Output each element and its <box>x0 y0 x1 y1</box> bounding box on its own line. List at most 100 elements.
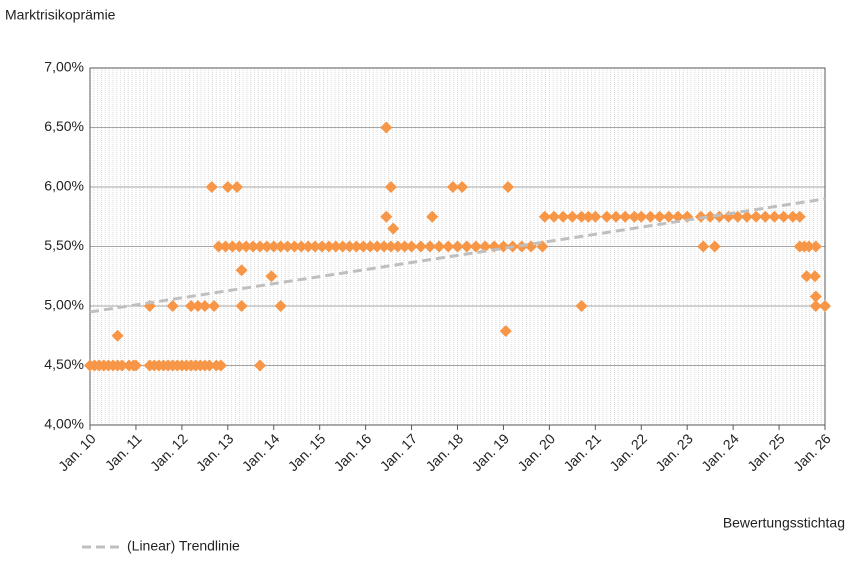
point <box>414 240 427 253</box>
legend-label: (Linear) Trendlinie <box>127 538 240 554</box>
y-axis-label: Marktrisikoprämie <box>5 7 116 23</box>
point <box>759 210 772 223</box>
point <box>575 300 588 312</box>
x-tick-label: Jan. 13 <box>193 430 237 474</box>
point <box>809 300 822 312</box>
point <box>391 240 404 253</box>
x-tick-label: Jan. 21 <box>560 430 604 474</box>
point <box>329 240 342 253</box>
point <box>166 300 179 312</box>
point <box>371 240 384 253</box>
point <box>538 210 551 223</box>
y-tick-label: 6,50% <box>44 118 84 134</box>
point <box>235 264 248 277</box>
y-tick-label: 4,50% <box>44 356 84 372</box>
point <box>499 324 512 337</box>
point <box>433 240 446 253</box>
point <box>253 359 266 372</box>
point <box>802 240 815 253</box>
point <box>315 240 328 253</box>
y-tick-label: 5,50% <box>44 237 84 253</box>
point <box>191 300 204 312</box>
x-tick-label: Jan. 25 <box>744 430 788 474</box>
point <box>809 290 822 303</box>
point <box>274 240 287 253</box>
point <box>281 240 294 253</box>
x-tick-label: Jan. 16 <box>331 430 375 474</box>
point <box>378 240 390 253</box>
point <box>364 240 377 253</box>
point <box>446 181 459 193</box>
y-tick-label: 7,00% <box>44 59 84 75</box>
point <box>357 240 370 253</box>
x-tick-label: Jan. 18 <box>422 430 466 474</box>
point <box>253 240 266 253</box>
point <box>575 210 588 223</box>
point <box>274 300 287 312</box>
x-tick-label: Jan. 10 <box>55 430 99 474</box>
x-tick-label: Jan. 15 <box>285 430 329 474</box>
point <box>208 300 221 312</box>
point <box>426 210 439 223</box>
point <box>628 210 641 223</box>
point <box>708 240 721 253</box>
point <box>302 240 315 253</box>
point <box>469 240 482 253</box>
point <box>497 240 510 253</box>
point <box>116 359 129 372</box>
point <box>800 270 813 283</box>
point <box>226 240 239 253</box>
point <box>247 240 260 253</box>
point <box>451 240 464 253</box>
point <box>635 210 648 223</box>
point <box>566 210 579 223</box>
point <box>231 181 243 193</box>
point <box>460 240 473 253</box>
point <box>777 210 790 223</box>
point <box>387 222 400 235</box>
point <box>697 240 710 253</box>
point <box>380 121 393 134</box>
point <box>423 240 436 253</box>
point <box>380 210 393 223</box>
trendline <box>89 197 826 314</box>
point <box>547 210 560 223</box>
point <box>219 240 232 253</box>
point <box>502 181 515 193</box>
point <box>185 300 198 312</box>
point <box>398 240 411 253</box>
x-tick-label: Jan. 14 <box>239 430 283 474</box>
point <box>609 210 622 223</box>
point <box>768 210 781 223</box>
point <box>750 210 763 223</box>
point <box>740 210 753 223</box>
point <box>350 240 363 253</box>
point <box>808 270 821 283</box>
x-tick-label: Jan. 22 <box>606 430 650 474</box>
point <box>240 240 253 253</box>
point <box>235 300 248 312</box>
point <box>221 181 234 193</box>
x-tick-label: Jan. 23 <box>652 430 696 474</box>
point <box>672 210 684 223</box>
point <box>295 240 308 253</box>
point <box>713 210 726 223</box>
point <box>205 181 218 193</box>
point <box>662 210 675 223</box>
point <box>260 240 273 253</box>
point <box>203 359 216 372</box>
point <box>793 210 806 223</box>
point <box>809 240 822 253</box>
y-tick-label: 4,00% <box>44 416 84 432</box>
point <box>786 210 799 223</box>
point <box>704 210 717 223</box>
point <box>198 300 211 312</box>
point <box>288 240 301 253</box>
point <box>343 240 356 253</box>
point <box>336 240 349 253</box>
x-tick-label: Jan. 24 <box>698 430 742 474</box>
point <box>309 240 322 253</box>
point <box>557 210 570 223</box>
point <box>267 240 280 253</box>
